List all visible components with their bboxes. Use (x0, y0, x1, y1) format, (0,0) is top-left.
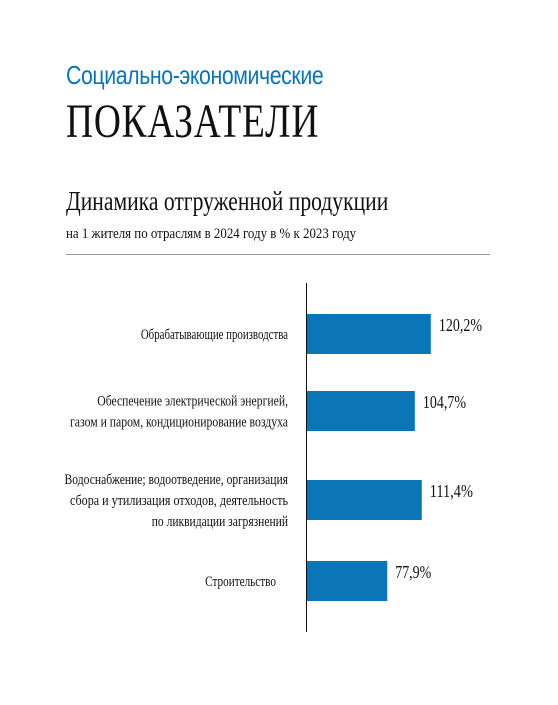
section-kicker: Социально-экономические (66, 60, 324, 90)
category-label-3-line-2: сбора и утилизация отходов, деятельность (70, 493, 288, 509)
category-label-2-line-1: Обеспечение электрической энергией, (97, 394, 288, 410)
category-label-1-line-1: Обрабатывающие производства (141, 327, 288, 343)
page-headline: ПОКАЗАТЕЛИ (66, 95, 320, 148)
bar-4 (307, 561, 388, 601)
value-label-3: 111,4% (430, 481, 473, 501)
chart-title: Динамика отгруженной продукции (66, 186, 389, 216)
value-label-1: 120,2% (439, 315, 482, 335)
bar-3 (307, 480, 422, 520)
value-label-4: 77,9% (395, 562, 431, 582)
bar-1 (307, 314, 431, 354)
chart-subtitle: на 1 жителя по отраслям в 2024 году в % … (66, 226, 357, 242)
category-label-4-line-1: Строительство (205, 574, 276, 590)
header-divider (66, 254, 490, 255)
category-label-3-line-3: по ликвидации загрязнений (152, 514, 288, 530)
category-label-3-line-1: Водоснабжение; водоотведение, организаци… (65, 472, 289, 488)
bar-2 (307, 391, 415, 431)
category-label-2-line-2: газом и паром, кондиционирование воздуха (70, 415, 288, 431)
value-label-2: 104,7% (423, 392, 466, 412)
bars-layer: 120,2% Обрабатывающие производства 104,7% О… (65, 314, 482, 601)
